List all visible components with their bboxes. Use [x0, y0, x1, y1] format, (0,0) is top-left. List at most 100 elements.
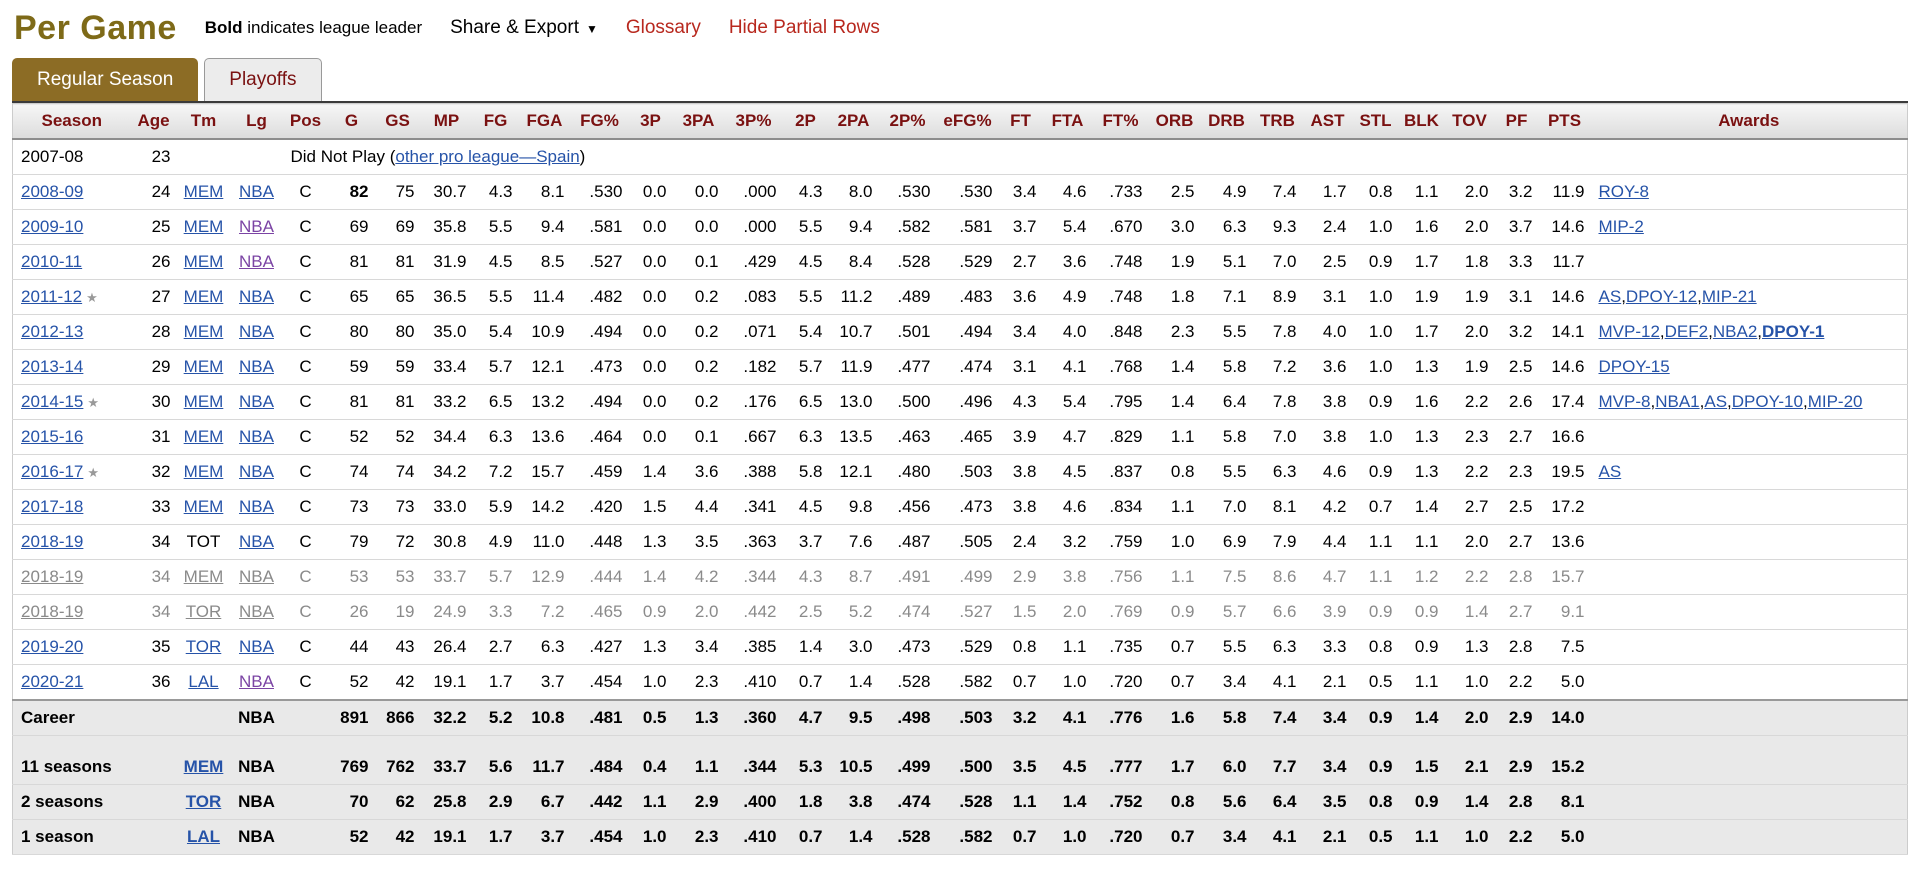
col-header-2p[interactable]: 2P [782, 103, 829, 140]
col-header-2pa[interactable]: 2PA [828, 103, 879, 140]
col-header-mp[interactable]: MP [420, 103, 473, 140]
award-link[interactable]: MVP-8 [1598, 392, 1651, 411]
col-header-pos[interactable]: Pos [282, 103, 329, 140]
award-link[interactable]: DPOY-1 [1762, 322, 1825, 341]
award-link[interactable]: ROY-8 [1598, 182, 1649, 201]
col-header-season[interactable]: Season [12, 103, 131, 140]
season-link[interactable]: 2019-20 [21, 637, 84, 656]
award-link[interactable]: MIP-21 [1701, 287, 1757, 306]
col-header-pts[interactable]: PTS [1538, 103, 1591, 140]
share-export-menu[interactable]: Share & Export ▼ [450, 17, 598, 38]
tab-regular-season[interactable]: Regular Season [12, 58, 199, 101]
col-header-tov[interactable]: TOV [1444, 103, 1495, 140]
team-link[interactable]: MEM [183, 217, 224, 236]
team-link[interactable]: MEM [183, 462, 224, 481]
league-link[interactable]: NBA [239, 672, 274, 691]
col-header-trb[interactable]: TRB [1252, 103, 1303, 140]
team-link[interactable]: TOR [185, 602, 222, 621]
season-link[interactable]: 2018-19 [21, 532, 84, 551]
col-header-awards[interactable]: Awards [1590, 103, 1908, 140]
season-link[interactable]: 2020-21 [21, 672, 84, 691]
league-link[interactable]: NBA [239, 637, 274, 656]
league-link[interactable]: NBA [239, 497, 274, 516]
col-header-pf[interactable]: PF [1494, 103, 1539, 140]
team-link[interactable]: MEM [183, 427, 224, 446]
team-link[interactable]: TOR [185, 637, 222, 656]
award-link[interactable]: AS [1598, 287, 1622, 306]
team-link[interactable]: TOR [185, 791, 222, 811]
col-header-efg[interactable]: eFG% [936, 103, 999, 140]
col-header-stl[interactable]: STL [1352, 103, 1399, 140]
league-link[interactable]: NBA [239, 392, 274, 411]
glossary-link[interactable]: Glossary [625, 17, 701, 38]
award-link[interactable]: AS [1598, 462, 1622, 481]
league-link[interactable]: NBA [239, 287, 274, 306]
award-link[interactable]: MIP-20 [1807, 392, 1863, 411]
award-link[interactable]: AS [1704, 392, 1728, 411]
col-header-fg[interactable]: FG [472, 103, 519, 140]
league-link[interactable]: NBA [239, 427, 274, 446]
season-link[interactable]: 2018-19 [21, 602, 84, 621]
col-header-2p[interactable]: 2P% [878, 103, 937, 140]
season-link[interactable]: 2012-13 [21, 322, 84, 341]
award-link[interactable]: DEF2 [1664, 322, 1709, 341]
team-link[interactable]: MEM [183, 252, 224, 271]
team-link[interactable]: MEM [183, 392, 224, 411]
team-link[interactable]: MEM [183, 756, 224, 776]
league-link[interactable]: NBA [239, 322, 274, 341]
team-link[interactable]: MEM [183, 322, 224, 341]
season-link[interactable]: 2011-12 [21, 287, 83, 306]
award-link[interactable]: NBA2 [1712, 322, 1758, 341]
award-link[interactable]: DPOY-12 [1625, 287, 1698, 306]
team-link[interactable]: LAL [186, 826, 221, 846]
col-header-3p[interactable]: 3P% [724, 103, 783, 140]
col-header-3pa[interactable]: 3PA [672, 103, 725, 140]
tab-playoffs[interactable]: Playoffs [204, 58, 322, 101]
season-link[interactable]: 2010-11 [21, 252, 83, 271]
col-header-drb[interactable]: DRB [1200, 103, 1253, 140]
team-link[interactable]: LAL [188, 672, 219, 691]
award-link[interactable]: DPOY-15 [1598, 357, 1670, 376]
col-header-tm[interactable]: Tm [176, 103, 231, 140]
season-link[interactable]: 2008-09 [21, 182, 84, 201]
team-link[interactable]: MEM [183, 357, 224, 376]
col-header-ft[interactable]: FT [998, 103, 1043, 140]
award-link[interactable]: DPOY-10 [1731, 392, 1803, 411]
league-link[interactable]: NBA [239, 532, 274, 551]
season-link[interactable]: 2014-15 [21, 392, 84, 411]
league-link[interactable]: NBA [239, 182, 274, 201]
col-header-orb[interactable]: ORB [1148, 103, 1201, 140]
league-link[interactable]: NBA [239, 602, 274, 621]
award-link[interactable]: NBA1 [1655, 392, 1700, 411]
col-header-lg[interactable]: Lg [230, 103, 283, 140]
league-link[interactable]: NBA [239, 217, 274, 236]
team-link[interactable]: MEM [183, 287, 224, 306]
league-link[interactable]: NBA [239, 567, 274, 586]
col-header-g[interactable]: G [328, 103, 375, 140]
award-link[interactable]: MVP-12 [1598, 322, 1660, 341]
league-link[interactable]: NBA [239, 252, 274, 271]
league-link[interactable]: NBA [239, 462, 274, 481]
col-header-gs[interactable]: GS [374, 103, 421, 140]
award-link[interactable]: MIP-2 [1598, 217, 1644, 236]
league-link[interactable]: NBA [239, 357, 274, 376]
season-link[interactable]: 2015-16 [21, 427, 84, 446]
col-header-3p[interactable]: 3P [628, 103, 673, 140]
season-link[interactable]: 2018-19 [21, 567, 84, 586]
team-link[interactable]: MEM [183, 567, 224, 586]
col-header-fta[interactable]: FTA [1042, 103, 1093, 140]
col-header-blk[interactable]: BLK [1398, 103, 1445, 140]
col-header-age[interactable]: Age [130, 103, 177, 140]
season-link[interactable]: 2017-18 [21, 497, 84, 516]
col-header-ft[interactable]: FT% [1092, 103, 1149, 140]
season-link[interactable]: 2016-17 [21, 462, 84, 481]
col-header-ast[interactable]: AST [1302, 103, 1353, 140]
other-league-link[interactable]: other pro league—Spain [395, 147, 580, 166]
hide-partial-rows-link[interactable]: Hide Partial Rows [728, 17, 880, 38]
team-link[interactable]: MEM [183, 497, 224, 516]
col-header-fg[interactable]: FG% [570, 103, 629, 140]
season-link[interactable]: 2009-10 [21, 217, 84, 236]
season-link[interactable]: 2013-14 [21, 357, 84, 376]
col-header-fga[interactable]: FGA [518, 103, 571, 140]
team-link[interactable]: MEM [183, 182, 224, 201]
